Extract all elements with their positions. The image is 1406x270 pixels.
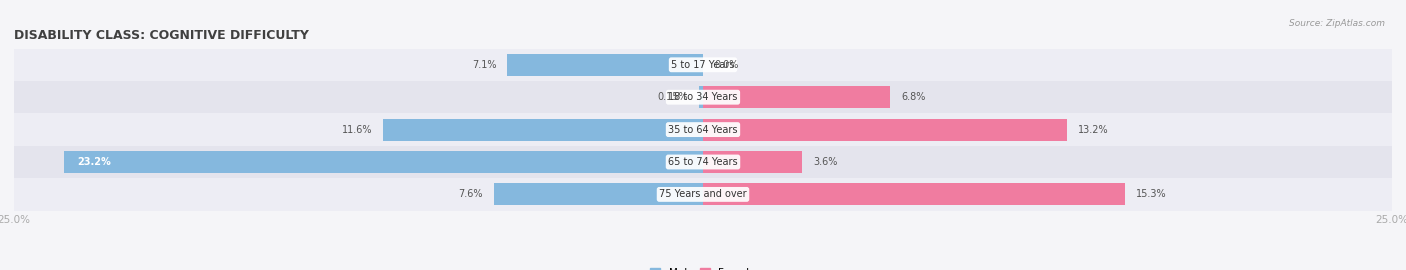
- Bar: [703, 119, 1067, 141]
- Bar: [14, 49, 1392, 81]
- Text: 7.1%: 7.1%: [472, 60, 496, 70]
- Text: 11.6%: 11.6%: [342, 124, 373, 135]
- Bar: [703, 86, 890, 108]
- Bar: [703, 183, 1125, 205]
- Text: 75 Years and over: 75 Years and over: [659, 189, 747, 200]
- Bar: [703, 151, 803, 173]
- Bar: [508, 54, 703, 76]
- Text: 35 to 64 Years: 35 to 64 Years: [668, 124, 738, 135]
- Text: 6.8%: 6.8%: [901, 92, 925, 102]
- Text: 23.2%: 23.2%: [77, 157, 111, 167]
- Text: 0.15%: 0.15%: [657, 92, 688, 102]
- Legend: Male, Female: Male, Female: [650, 268, 756, 270]
- Text: 65 to 74 Years: 65 to 74 Years: [668, 157, 738, 167]
- Bar: [14, 146, 1392, 178]
- Bar: [494, 183, 703, 205]
- Bar: [14, 81, 1392, 113]
- Bar: [14, 113, 1392, 146]
- Bar: [63, 151, 703, 173]
- Text: Source: ZipAtlas.com: Source: ZipAtlas.com: [1289, 19, 1385, 28]
- Text: 7.6%: 7.6%: [458, 189, 482, 200]
- Text: 15.3%: 15.3%: [1136, 189, 1167, 200]
- Text: DISABILITY CLASS: COGNITIVE DIFFICULTY: DISABILITY CLASS: COGNITIVE DIFFICULTY: [14, 29, 309, 42]
- Text: 5 to 17 Years: 5 to 17 Years: [671, 60, 735, 70]
- Text: 13.2%: 13.2%: [1078, 124, 1108, 135]
- Text: 3.6%: 3.6%: [813, 157, 838, 167]
- Bar: [699, 86, 703, 108]
- Bar: [384, 119, 703, 141]
- Text: 0.0%: 0.0%: [714, 60, 738, 70]
- Bar: [14, 178, 1392, 211]
- Text: 18 to 34 Years: 18 to 34 Years: [668, 92, 738, 102]
